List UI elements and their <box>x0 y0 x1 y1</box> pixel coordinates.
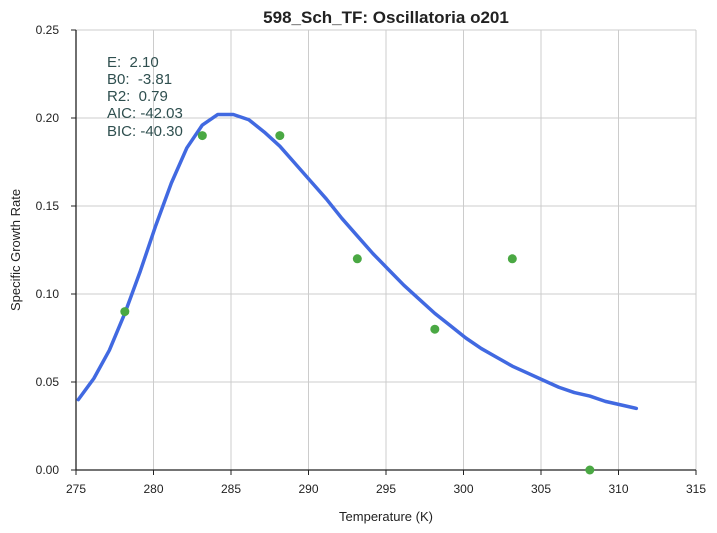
stat-e: E: 2.10 <box>107 54 159 71</box>
x-tick-label: 305 <box>531 482 551 496</box>
data-point <box>430 324 440 334</box>
grid <box>76 29 697 470</box>
y-axis-label: Specific Growth Rate <box>8 189 23 311</box>
y-tick-label: 0.05 <box>36 375 60 389</box>
y-tick-label: 0.15 <box>36 199 60 213</box>
stats-annotation: E: 2.10 B0: -3.81 R2: 0.79 AIC: -42.03 B… <box>107 54 183 140</box>
x-tick-label: 290 <box>298 482 318 496</box>
tick-labels: 275 280 285 290 295 300 305 310 315 0.00 0.05 0.10 0… <box>36 23 707 496</box>
x-axis-label: Temperature (K) <box>339 509 433 524</box>
stat-r2: R2: 0.79 <box>107 88 168 105</box>
data-point <box>120 307 130 317</box>
y-tick-label: 0.20 <box>36 111 60 125</box>
data-point <box>507 254 517 264</box>
data-point <box>275 131 285 141</box>
x-tick-label: 275 <box>66 482 86 496</box>
chart-title: 598_Sch_TF: Oscillatoria o201 <box>263 8 509 27</box>
x-tick-label: 310 <box>608 482 628 496</box>
stat-b0: B0: -3.81 <box>107 71 172 88</box>
x-tick-label: 280 <box>143 482 163 496</box>
stat-bic: BIC: -40.30 <box>107 123 183 140</box>
data-point <box>197 131 207 141</box>
fitted-curve-line <box>76 112 639 411</box>
x-tick-label: 315 <box>686 482 706 496</box>
data-points-layer <box>120 131 595 475</box>
stat-aic: AIC: -42.03 <box>107 105 183 122</box>
fitted-curve-layer <box>76 112 639 411</box>
x-tick-label: 300 <box>453 482 473 496</box>
x-tick-label: 295 <box>376 482 396 496</box>
y-tick-label: 0.25 <box>36 23 60 37</box>
x-tick-label: 285 <box>221 482 241 496</box>
y-tick-label: 0.10 <box>36 287 60 301</box>
data-point <box>585 465 595 475</box>
data-point <box>352 254 362 264</box>
y-tick-label: 0.00 <box>36 463 60 477</box>
